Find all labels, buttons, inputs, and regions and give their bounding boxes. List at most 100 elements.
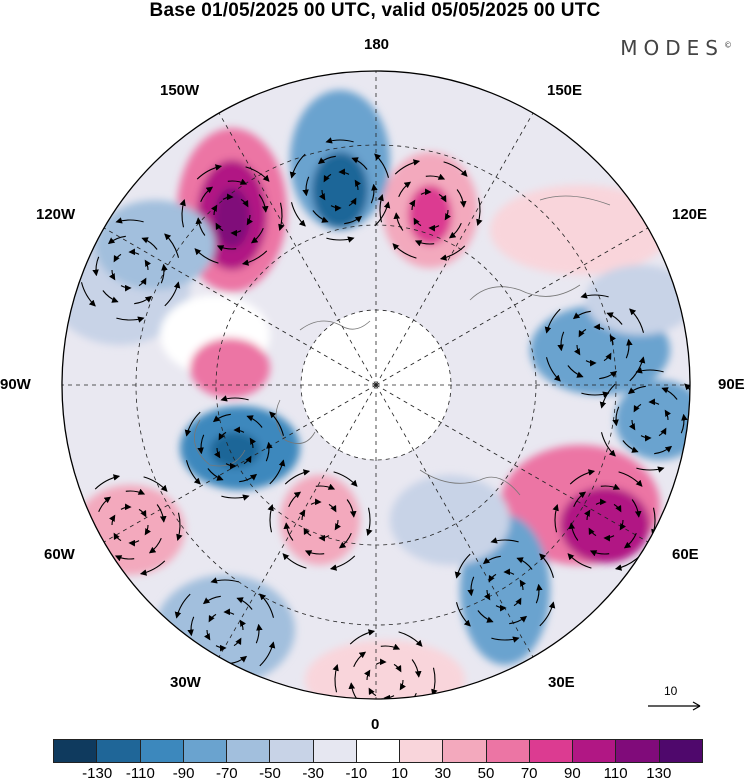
lon-label-60e: 60E xyxy=(672,546,699,563)
wind-streamline xyxy=(213,447,221,459)
wind-streamline xyxy=(380,643,401,650)
wind-streamline xyxy=(328,503,337,513)
wind-streamline xyxy=(310,498,322,506)
wind-streamline xyxy=(143,476,168,492)
wind-streamline xyxy=(243,455,252,465)
wind-streamline xyxy=(196,164,223,180)
colorbar-tick-label: 70 xyxy=(520,765,538,782)
wind-streamline xyxy=(108,514,116,526)
meridian-line xyxy=(375,384,654,546)
wind-streamline xyxy=(476,197,483,226)
anomaly-blob xyxy=(490,185,670,275)
colorbar-segment xyxy=(270,740,314,762)
wind-streamline xyxy=(258,194,269,213)
wind-streamline xyxy=(283,522,294,541)
wind-streamline xyxy=(377,194,384,223)
wind-streamline xyxy=(661,387,678,400)
colorbar-segment xyxy=(54,740,98,762)
wind-streamline xyxy=(455,602,471,627)
colorbar-tick-label: 130 xyxy=(646,765,672,782)
wind-streamline xyxy=(482,555,501,565)
wind-streamline xyxy=(444,209,452,221)
wind-streamline xyxy=(290,202,306,227)
wind-streamline xyxy=(284,469,311,485)
wind-streamline xyxy=(225,462,237,470)
anomaly-blob xyxy=(408,185,452,245)
wind-streamline xyxy=(654,445,673,455)
wind-streamline xyxy=(349,629,376,645)
wind-streamline xyxy=(552,504,559,533)
map-boundary xyxy=(61,70,691,700)
wind-streamline xyxy=(80,282,96,307)
wind-streamline xyxy=(544,308,561,334)
wind-streamline xyxy=(490,537,519,544)
wind-streamline xyxy=(398,181,412,198)
wind-streamline xyxy=(351,157,368,170)
wind-streamline xyxy=(394,159,421,175)
wind-streamline xyxy=(246,214,254,226)
wind-streamline xyxy=(269,459,286,485)
wind-streamline xyxy=(658,427,667,437)
colorbar-segment xyxy=(443,740,487,762)
wind-streamline xyxy=(246,415,263,428)
wind-streamline xyxy=(94,474,121,490)
wind-streamline xyxy=(303,527,312,537)
coastline xyxy=(193,419,246,467)
wind-streamline xyxy=(98,496,112,513)
wind-streamline xyxy=(428,224,440,232)
wind-streamline xyxy=(375,658,387,666)
wind-streamline xyxy=(216,245,237,252)
wind-streamline xyxy=(120,284,132,292)
wind-streamline xyxy=(628,419,636,431)
wind-streamline xyxy=(495,604,507,612)
wind-streamline xyxy=(113,253,122,263)
wind-streamline xyxy=(640,434,652,442)
wind-streamline xyxy=(315,483,336,490)
wind-streamline xyxy=(259,593,275,618)
anomaly-blob xyxy=(214,188,250,248)
wind-streamline xyxy=(323,173,332,183)
wind-streamline xyxy=(222,193,234,201)
wind-streamline xyxy=(420,188,432,196)
wind-streamline xyxy=(539,601,556,627)
wind-streamline xyxy=(338,532,352,549)
wind-streamline xyxy=(636,466,665,473)
wind-streamline xyxy=(366,507,373,536)
meridian-line xyxy=(215,107,377,386)
wind-streamline xyxy=(113,532,122,542)
wind-streamline xyxy=(255,623,263,644)
wind-streamline xyxy=(448,222,462,239)
wind-streamline xyxy=(589,550,610,557)
lon-label-30e: 30E xyxy=(548,674,575,691)
wind-streamline xyxy=(396,716,420,729)
wind-streamline xyxy=(519,579,527,591)
wind-streamline xyxy=(557,331,565,352)
wind-streamline xyxy=(212,413,231,423)
coastline xyxy=(419,469,521,496)
meridian-line xyxy=(375,107,537,386)
meridian-line xyxy=(98,224,377,386)
wind-streamline xyxy=(393,663,402,673)
wind-streamline xyxy=(138,277,147,287)
wind-streamline xyxy=(573,344,581,356)
colorbar-tick-label: -50 xyxy=(259,765,281,782)
wind-streamline xyxy=(230,229,242,237)
wind-streamline xyxy=(239,619,247,631)
wind-streamline xyxy=(456,189,467,208)
wind-streamline xyxy=(211,676,240,683)
wind-streamline xyxy=(368,687,377,697)
wind-streamline xyxy=(102,290,119,303)
wind-streamline xyxy=(344,215,363,225)
wind-streamline xyxy=(573,491,587,508)
wind-streamline xyxy=(334,519,342,531)
wind-streamline xyxy=(346,499,357,518)
wind-streamline xyxy=(438,193,447,203)
lon-label-150w: 150W xyxy=(160,82,200,99)
wind-streamline xyxy=(202,595,221,605)
wind-streamline xyxy=(629,308,645,333)
colorbar-tick-label: 50 xyxy=(477,765,495,782)
anomaly-blob xyxy=(312,152,368,228)
lon-label-120e: 120E xyxy=(672,206,708,223)
wind-streamline xyxy=(535,583,543,604)
